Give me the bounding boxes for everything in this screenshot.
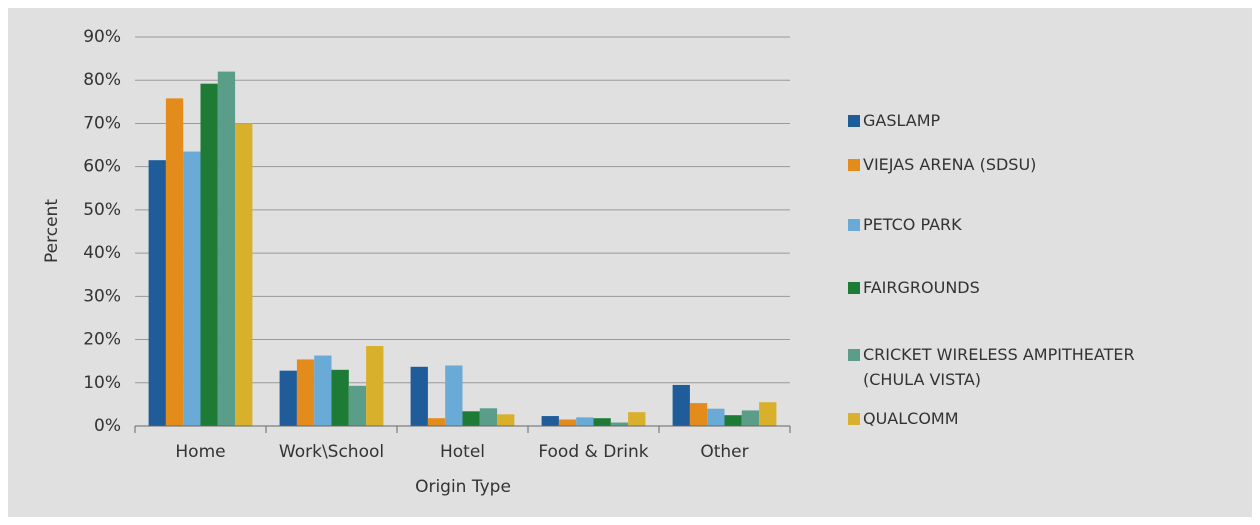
x-tick-label: Hotel (440, 442, 485, 462)
legend-entry: QUALCOMM (848, 406, 1228, 431)
bar (541, 416, 559, 426)
bar (576, 417, 594, 426)
x-tick-label: Other (700, 442, 748, 462)
bar (479, 408, 498, 426)
legend-swatch (848, 115, 860, 127)
y-tick-label: 70% (83, 113, 121, 133)
legend-entry: GASLAMP (848, 108, 1228, 133)
bar (296, 359, 315, 426)
bar (558, 419, 577, 426)
bar (445, 365, 463, 426)
bar (235, 123, 253, 426)
bar (724, 415, 742, 426)
bar (741, 410, 760, 426)
legend-label: QUALCOMM (863, 409, 959, 428)
bar (628, 412, 646, 426)
legend-swatch (848, 349, 860, 361)
y-axis-title: Percent (42, 199, 62, 263)
bar (593, 418, 611, 426)
y-tick-label: 50% (83, 200, 121, 220)
x-axis-title: Origin Type (415, 477, 511, 497)
legend-label: CRICKET WIRELESS AMPITHEATER (CHULA VIST… (863, 345, 1135, 389)
y-tick-label: 20% (83, 330, 121, 350)
bar (165, 98, 184, 427)
y-tick-label: 40% (83, 243, 121, 263)
bar (707, 408, 725, 426)
legend-label: FAIRGROUNDS (863, 278, 980, 297)
bar (217, 71, 236, 427)
bar (148, 160, 166, 426)
legend-label: PETCO PARK (863, 215, 962, 234)
bar (462, 411, 480, 426)
bar (183, 151, 201, 427)
bar (410, 366, 428, 426)
legend-entry: FAIRGROUNDS (848, 275, 1228, 300)
bar (366, 346, 384, 426)
bar (759, 402, 777, 426)
legend-swatch (848, 413, 860, 425)
legend-entry: VIEJAS ARENA (SDSU) (848, 152, 1228, 177)
legend-entry: PETCO PARK (848, 212, 1228, 237)
legend-label: VIEJAS ARENA (SDSU) (863, 155, 1037, 174)
y-tick-label: 80% (83, 70, 121, 90)
bar (314, 355, 332, 426)
bar (200, 83, 218, 427)
y-tick-label: 0% (94, 416, 121, 436)
y-tick-label: 10% (83, 373, 121, 393)
legend-swatch (848, 282, 860, 294)
bar (497, 414, 515, 426)
legend-swatch (848, 159, 860, 171)
legend-swatch (848, 219, 860, 231)
legend-entry: CRICKET WIRELESS AMPITHEATER (CHULA VIST… (848, 342, 1228, 392)
y-tick-label: 90% (83, 27, 121, 47)
bar (348, 385, 367, 426)
bar (279, 370, 297, 426)
x-tick-label: Home (175, 442, 225, 462)
bar (672, 384, 690, 426)
y-tick-label: 30% (83, 286, 121, 306)
x-tick-label: Food & Drink (538, 442, 648, 462)
legend-label: GASLAMP (863, 111, 941, 130)
bar (331, 369, 349, 426)
y-tick-label: 60% (83, 157, 121, 177)
bar (689, 403, 708, 426)
x-tick-label: Work\School (279, 442, 384, 462)
bar (610, 422, 629, 426)
bar (427, 418, 446, 426)
